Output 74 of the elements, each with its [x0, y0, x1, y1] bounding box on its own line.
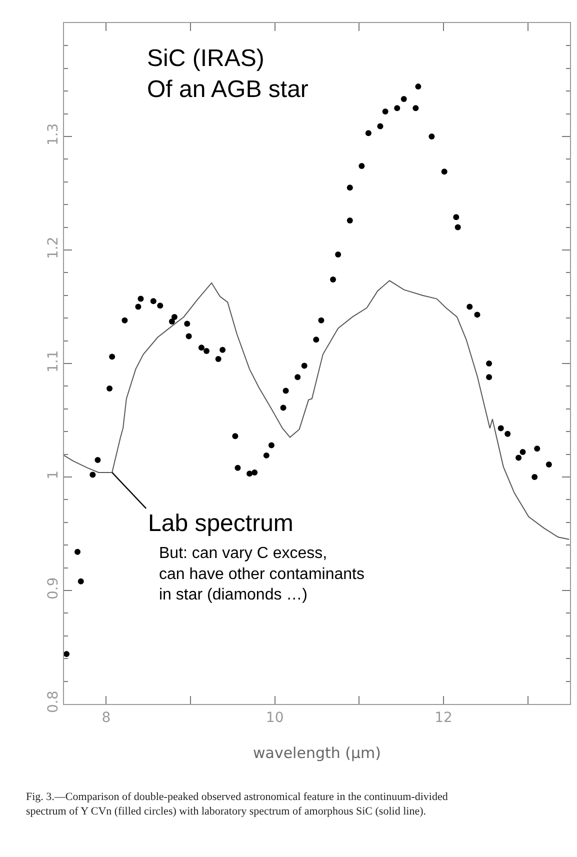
y-tick-label: 1.2	[45, 236, 62, 260]
point	[532, 474, 538, 480]
point	[246, 470, 253, 477]
point	[220, 346, 226, 353]
point	[335, 252, 342, 258]
point	[394, 105, 400, 112]
line-series	[64, 280, 570, 540]
point	[90, 472, 96, 478]
point	[474, 312, 480, 318]
point	[215, 356, 222, 362]
point	[346, 217, 353, 224]
point	[428, 134, 435, 140]
point	[204, 348, 210, 354]
point	[516, 454, 522, 461]
annotation: Lab spectrum	[148, 510, 294, 537]
point	[377, 123, 384, 130]
point	[466, 304, 473, 310]
point	[64, 651, 70, 658]
point	[400, 96, 407, 102]
point	[78, 578, 84, 584]
point	[252, 469, 258, 476]
point	[234, 464, 241, 471]
point	[184, 320, 190, 327]
point	[318, 317, 324, 324]
point	[135, 304, 142, 310]
x-tick-label: 10	[266, 710, 284, 726]
point	[186, 333, 192, 340]
point	[280, 404, 286, 411]
point	[534, 446, 540, 452]
y-tick-label: 0.9	[45, 577, 62, 600]
x-tick-label: 8	[102, 710, 111, 726]
point	[282, 388, 289, 394]
point	[138, 296, 144, 302]
point	[498, 425, 504, 432]
point	[268, 442, 274, 448]
point	[301, 362, 308, 369]
point	[294, 374, 301, 380]
point	[263, 452, 270, 458]
point	[109, 354, 116, 360]
point	[198, 344, 204, 351]
point	[454, 224, 461, 230]
y-tick-label: 1.1	[45, 350, 62, 373]
y-tick-label: 0.8	[45, 690, 62, 714]
x-axis-title: wavelength (μm)	[252, 744, 382, 762]
point	[453, 214, 460, 220]
point	[546, 462, 552, 468]
point	[486, 374, 492, 380]
point	[520, 449, 526, 456]
point	[157, 302, 164, 309]
y-tick-label: 1.3	[45, 123, 62, 146]
point	[106, 385, 113, 392]
y-tick-label: 1	[45, 470, 62, 480]
point	[415, 84, 422, 90]
point	[412, 105, 419, 112]
point	[168, 318, 175, 324]
text: SiC (IRAS) Of an AGB star	[147, 45, 308, 104]
point	[504, 430, 511, 437]
point	[122, 317, 128, 324]
point	[358, 163, 365, 170]
point	[346, 184, 353, 191]
point	[74, 548, 80, 555]
annotation: But: can vary C excess, can have other contaminants in star (diamonds …)	[159, 545, 364, 604]
point	[365, 130, 372, 136]
point	[232, 433, 238, 440]
point	[171, 314, 178, 320]
point	[150, 298, 156, 304]
x-tick-label: 12	[434, 710, 452, 726]
point	[94, 456, 101, 463]
point	[441, 168, 448, 175]
caption: Fig. 3.—Comparison of double-peaked observed astronomical feature in the continuum-divided spectrum of Y CVn (filled circles) with laboratory spectrum of amorphous SiC (solid line).	[26, 791, 448, 818]
point	[313, 336, 320, 343]
point	[330, 276, 336, 283]
point	[486, 360, 492, 366]
point	[382, 108, 388, 115]
